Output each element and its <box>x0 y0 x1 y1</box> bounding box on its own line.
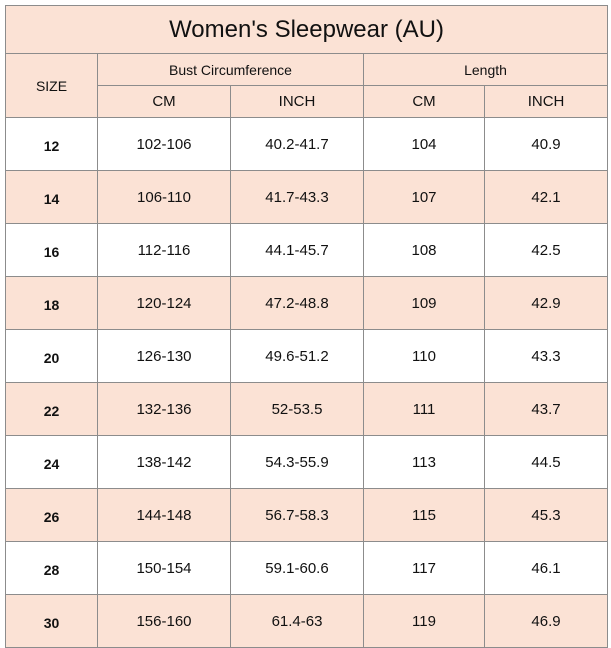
bust-inch-cell: 59.1-60.6 <box>230 541 364 595</box>
bust-cm-cell: 144-148 <box>97 488 231 542</box>
length-cm-cell: 110 <box>363 329 485 383</box>
table-row: 22 132-136 52-53.5 111 43.7 <box>5 382 609 436</box>
chart-title: Women's Sleepwear (AU) <box>4 5 609 54</box>
bust-cm-cell: 106-110 <box>97 170 231 224</box>
length-inch-cell: 46.9 <box>483 594 609 648</box>
length-cm-cell: 108 <box>363 223 485 277</box>
length-header: Length <box>362 53 609 86</box>
size-cell: 30 <box>5 594 98 648</box>
length-inch-cell: 43.7 <box>483 382 609 436</box>
bust-inch-cell: 54.3-55.9 <box>230 435 364 489</box>
table-row: 16 112-116 44.1-45.7 108 42.5 <box>5 223 609 277</box>
table-row: 18 120-124 47.2-48.8 109 42.9 <box>5 276 609 330</box>
length-inch-cell: 45.3 <box>483 488 609 542</box>
bust-inch-cell: 47.2-48.8 <box>230 276 364 330</box>
table-row: 28 150-154 59.1-60.6 117 46.1 <box>5 541 609 595</box>
length-cm-cell: 111 <box>363 382 485 436</box>
table-row: 26 144-148 56.7-58.3 115 45.3 <box>5 488 609 542</box>
length-inch-cell: 42.9 <box>483 276 609 330</box>
table-row: 12 102-106 40.2-41.7 104 40.9 <box>5 117 609 171</box>
size-chart-table: Women's Sleepwear (AU) SIZE Bust Circumf… <box>4 5 609 648</box>
size-column-header: SIZE <box>5 53 98 118</box>
bust-inch-cell: 52-53.5 <box>230 382 364 436</box>
table-row: 20 126-130 49.6-51.2 110 43.3 <box>5 329 609 383</box>
length-cm-cell: 117 <box>363 541 485 595</box>
bust-inch-cell: 61.4-63 <box>230 594 364 648</box>
size-table-body: 12 102-106 40.2-41.7 104 40.9 14 106-110… <box>5 117 609 648</box>
length-inch-cell: 44.5 <box>483 435 609 489</box>
table-row: 14 106-110 41.7-43.3 107 42.1 <box>5 170 609 224</box>
bust-inch-cell: 49.6-51.2 <box>230 329 364 383</box>
bust-circumference-header: Bust Circumference <box>97 53 364 86</box>
size-cell: 14 <box>5 170 98 224</box>
size-cell: 12 <box>5 117 98 171</box>
bust-cm-header: CM <box>97 85 231 118</box>
bust-cm-cell: 120-124 <box>97 276 231 330</box>
size-cell: 24 <box>5 435 98 489</box>
length-inch-header: INCH <box>483 85 609 118</box>
length-cm-cell: 115 <box>363 488 485 542</box>
bust-cm-cell: 102-106 <box>97 117 231 171</box>
length-cm-cell: 119 <box>363 594 485 648</box>
table-row: 24 138-142 54.3-55.9 113 44.5 <box>5 435 609 489</box>
length-inch-cell: 42.1 <box>483 170 609 224</box>
length-cm-cell: 104 <box>363 117 485 171</box>
length-inch-cell: 42.5 <box>483 223 609 277</box>
bust-inch-cell: 41.7-43.3 <box>230 170 364 224</box>
length-inch-cell: 43.3 <box>483 329 609 383</box>
size-cell: 22 <box>5 382 98 436</box>
bust-cm-cell: 156-160 <box>97 594 231 648</box>
size-cell: 20 <box>5 329 98 383</box>
length-cm-cell: 109 <box>363 276 485 330</box>
table-row: 30 156-160 61.4-63 119 46.9 <box>5 594 609 648</box>
bust-cm-cell: 112-116 <box>97 223 231 277</box>
bust-cm-cell: 150-154 <box>97 541 231 595</box>
bust-inch-cell: 40.2-41.7 <box>230 117 364 171</box>
length-inch-cell: 40.9 <box>483 117 609 171</box>
bust-inch-cell: 56.7-58.3 <box>230 488 364 542</box>
size-cell: 26 <box>5 488 98 542</box>
bust-inch-header: INCH <box>230 85 364 118</box>
size-cell: 28 <box>5 541 98 595</box>
bust-inch-cell: 44.1-45.7 <box>230 223 364 277</box>
bust-cm-cell: 132-136 <box>97 382 231 436</box>
size-cell: 16 <box>5 223 98 277</box>
length-cm-header: CM <box>363 85 485 118</box>
size-cell: 18 <box>5 276 98 330</box>
bust-cm-cell: 126-130 <box>97 329 231 383</box>
length-cm-cell: 107 <box>363 170 485 224</box>
length-inch-cell: 46.1 <box>483 541 609 595</box>
bust-cm-cell: 138-142 <box>97 435 231 489</box>
length-cm-cell: 113 <box>363 435 485 489</box>
